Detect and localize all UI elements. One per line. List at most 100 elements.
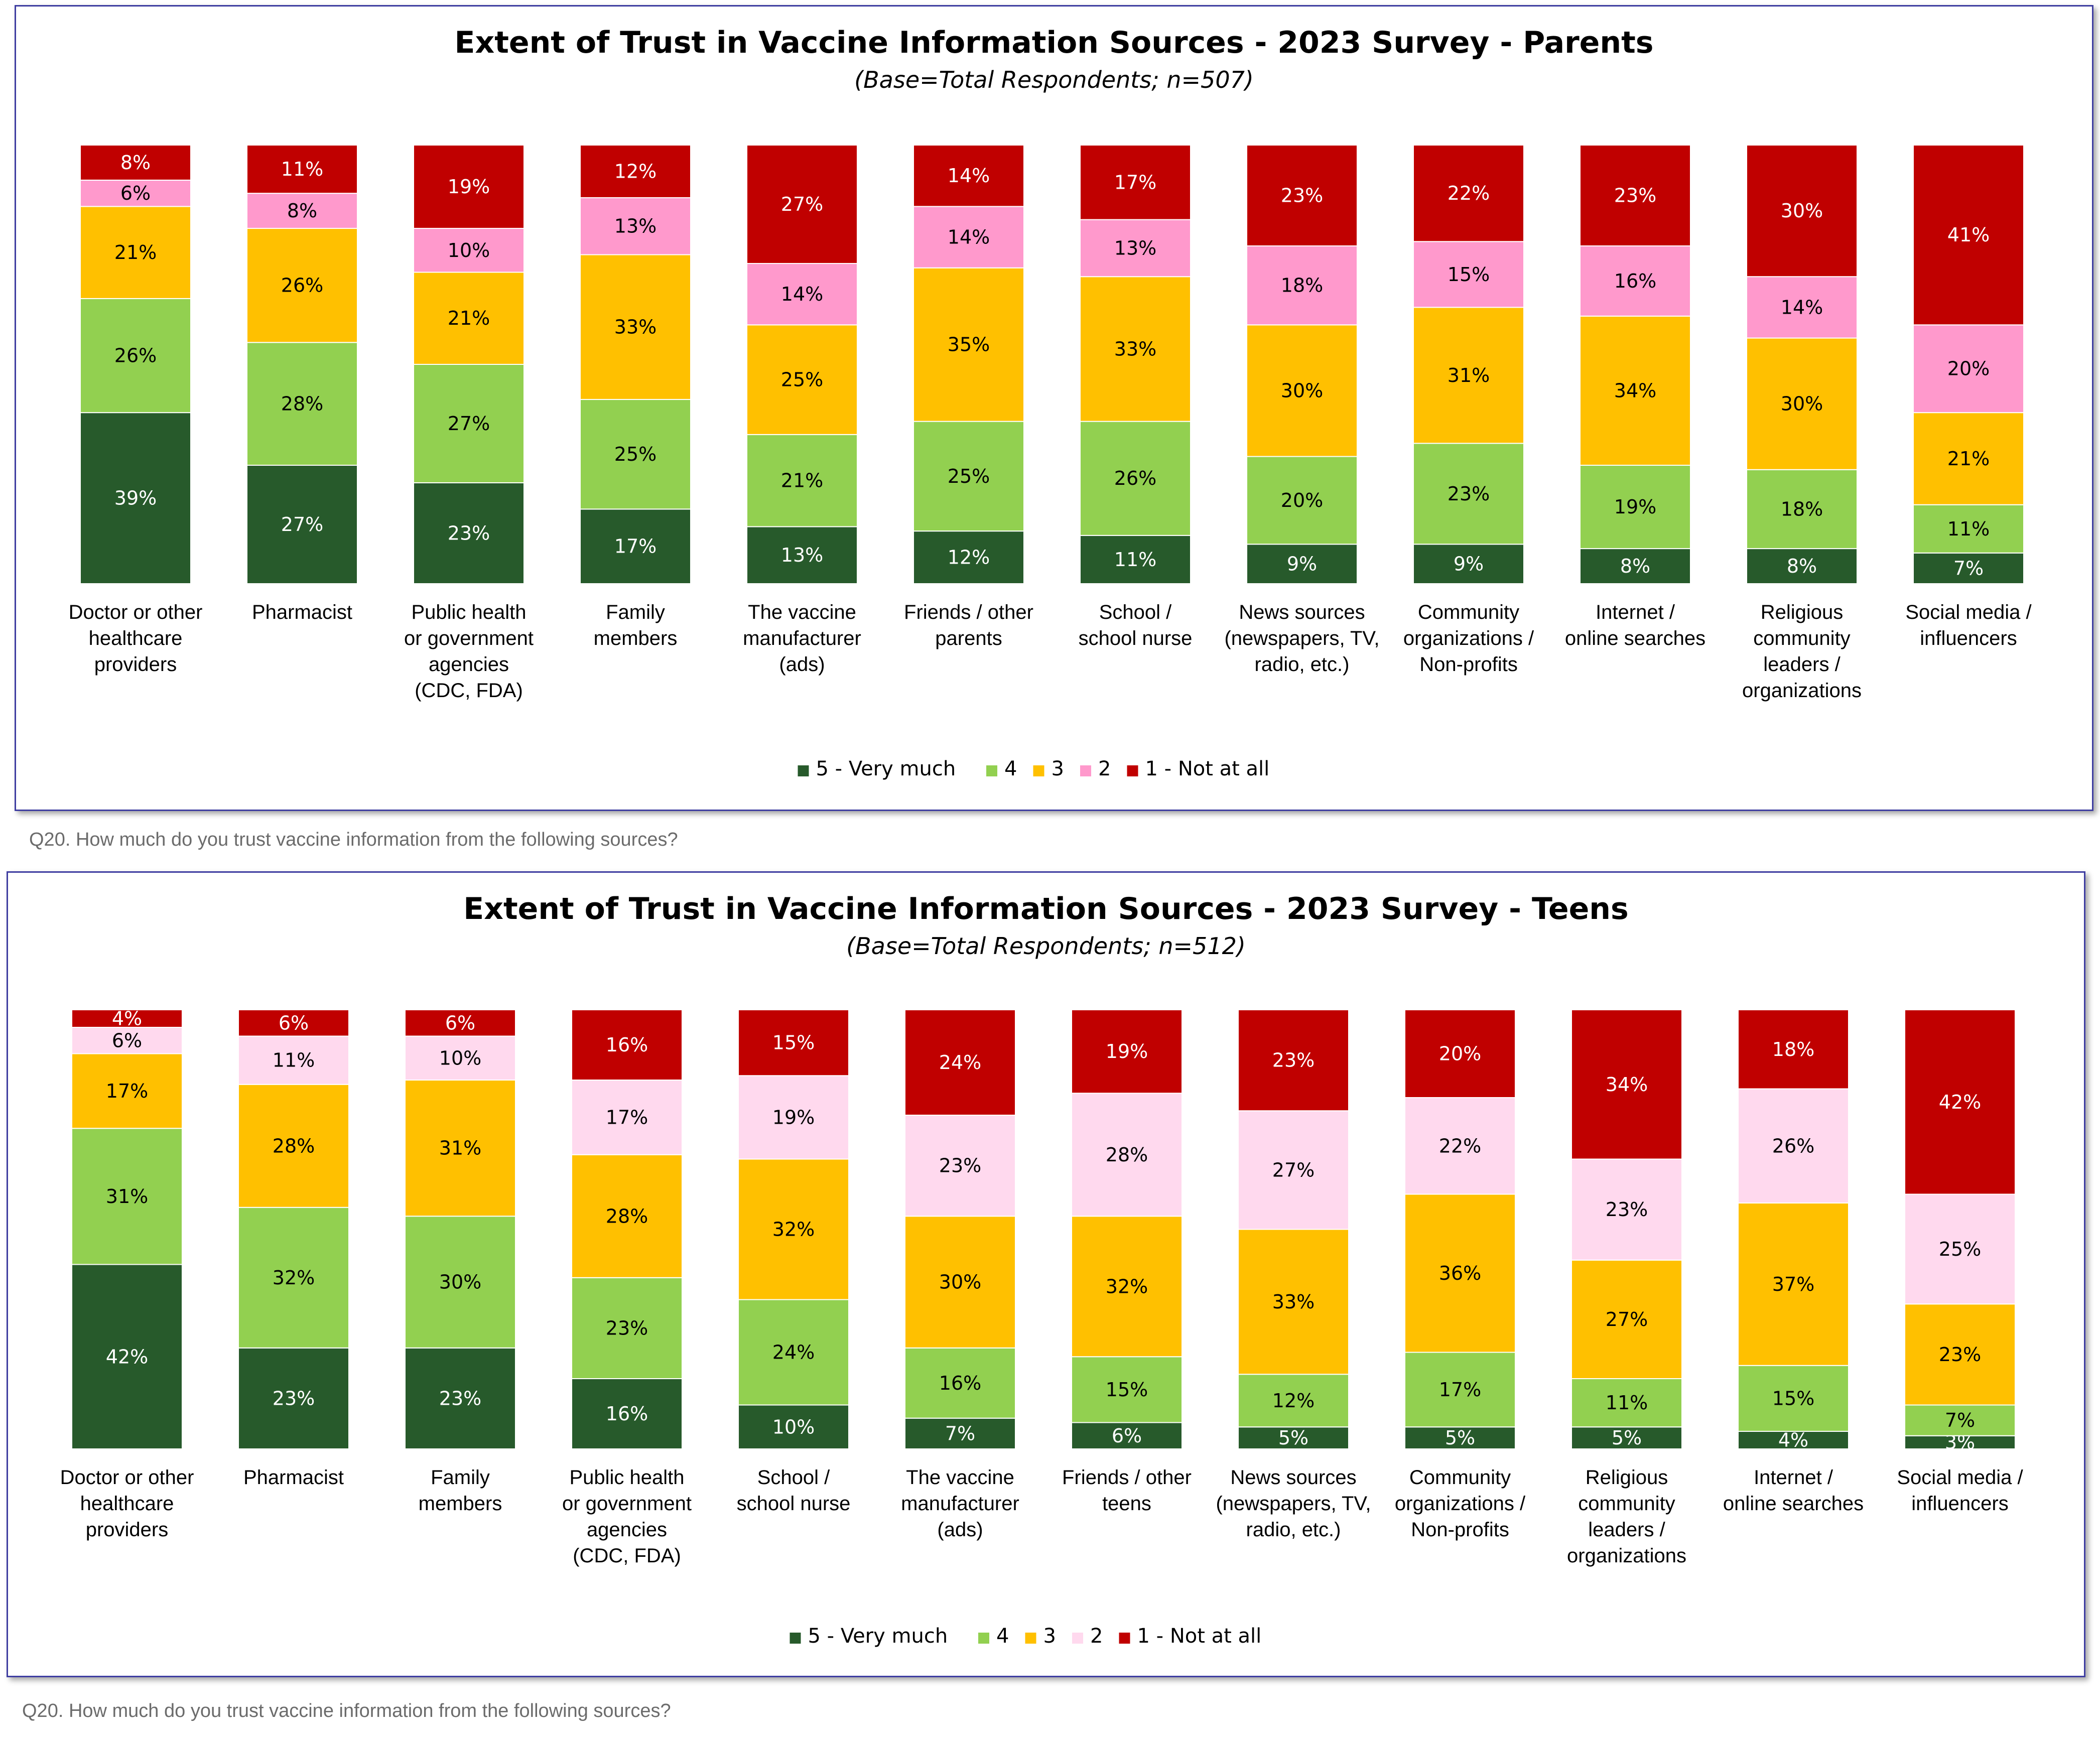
bar-segment	[1571, 1009, 1682, 1160]
bar-segment	[1246, 324, 1358, 457]
data-label: 6%	[445, 1012, 475, 1034]
data-label: 21%	[114, 241, 157, 263]
bar-segment	[904, 1216, 1016, 1349]
legend-label: 5 - Very much	[808, 1625, 948, 1648]
bar-segment	[571, 1378, 683, 1449]
data-label: 26%	[1772, 1135, 1814, 1157]
bar-segment	[1746, 469, 1858, 550]
legend-label: 2	[1098, 757, 1111, 780]
data-label: 5%	[1445, 1427, 1475, 1449]
data-label: 16%	[1614, 270, 1656, 292]
data-label: 8%	[1620, 555, 1650, 577]
data-label: 28%	[273, 1135, 315, 1157]
bar-segment	[1580, 245, 1691, 317]
bar-segment	[1404, 1352, 1516, 1428]
data-label: 11%	[1947, 518, 1990, 540]
data-label: 19%	[1614, 496, 1656, 518]
category-label: Internet / online searches	[1723, 1466, 1864, 1515]
data-label: 42%	[106, 1346, 148, 1368]
legend-swatch	[1119, 1633, 1130, 1644]
bar-segment	[1080, 421, 1191, 536]
legend-swatch	[1033, 765, 1044, 776]
category-label: News sources (newspapers, TV, radio, etc.)	[1224, 601, 1379, 676]
data-label: 17%	[1439, 1379, 1481, 1401]
bar-segment	[246, 228, 358, 343]
data-label: 26%	[281, 275, 323, 297]
bar-segment	[80, 412, 191, 584]
bar-segment	[405, 1216, 516, 1349]
legend-swatch	[1025, 1633, 1036, 1644]
data-label: 27%	[1272, 1159, 1315, 1181]
bar-segment	[413, 364, 524, 483]
bar-segment	[1738, 1202, 1849, 1366]
bar-segment	[1071, 1422, 1183, 1449]
data-label: 12%	[1272, 1390, 1315, 1412]
data-label: 12%	[614, 160, 657, 182]
bar-segment	[1571, 1259, 1682, 1379]
bar-segment	[738, 1158, 849, 1300]
data-label: 16%	[939, 1372, 981, 1394]
data-label: 9%	[1287, 553, 1317, 575]
bar-segment	[238, 1084, 349, 1208]
data-label: 26%	[114, 345, 157, 367]
category-label: Family members	[594, 601, 678, 649]
bar-segment	[1238, 1374, 1349, 1428]
data-label: 21%	[1947, 448, 1990, 470]
parents-legend: 5 - Very much 4 3 2 1 - Not at all	[798, 757, 1269, 780]
bar-segment	[1404, 1097, 1516, 1195]
data-label: 23%	[1606, 1198, 1648, 1221]
data-label: 8%	[120, 152, 151, 174]
data-label: 6%	[279, 1012, 309, 1034]
data-label: 15%	[1772, 1387, 1814, 1409]
data-label: 22%	[1439, 1135, 1481, 1157]
data-label: 23%	[1448, 483, 1490, 505]
bar-segment	[1238, 1110, 1349, 1230]
bar-segment	[1904, 1435, 2016, 1449]
bar-segment	[238, 1347, 349, 1449]
bar-segment	[1913, 145, 2024, 326]
bar-segment	[1580, 145, 1691, 247]
data-label: 28%	[606, 1205, 648, 1227]
bar-segment	[1246, 544, 1358, 584]
data-label: 32%	[1106, 1275, 1148, 1297]
data-label: 37%	[1772, 1273, 1814, 1295]
data-label: 33%	[1114, 338, 1156, 360]
bar-segment	[1580, 465, 1691, 550]
bar-segment	[71, 1009, 183, 1028]
bar-segment	[238, 1009, 349, 1037]
bar-segment	[1413, 544, 1524, 584]
bar-segment	[580, 508, 691, 584]
bar-segment	[1571, 1426, 1682, 1449]
legend-label: 3	[1052, 757, 1064, 780]
category-label: News sources (newspapers, TV, radio, etc.)	[1216, 1466, 1371, 1541]
bar-segment	[238, 1035, 349, 1085]
data-label: 23%	[1939, 1344, 1981, 1366]
data-label: 4%	[1778, 1429, 1808, 1451]
bar-segment	[913, 206, 1024, 269]
bar-segment	[904, 1009, 1016, 1116]
data-label: 19%	[1106, 1040, 1148, 1062]
bar-segment	[1246, 456, 1358, 545]
category-label: Social media / influencers	[1897, 1466, 2023, 1515]
data-label: 30%	[1781, 200, 1823, 222]
data-label: 8%	[287, 200, 317, 222]
data-label: 31%	[1448, 364, 1490, 386]
data-label: 19%	[448, 176, 490, 198]
teens-legend: 5 - Very much 4 3 2 1 - Not at all	[790, 1625, 1262, 1648]
data-label: 5%	[1278, 1427, 1308, 1449]
data-label: 19%	[772, 1106, 815, 1128]
bar-segment	[571, 1277, 683, 1379]
bar-segment	[1413, 241, 1524, 308]
bar-segment	[1746, 337, 1858, 470]
legend-label: 1 - Not at all	[1137, 1625, 1262, 1648]
bar-segment	[1413, 443, 1524, 545]
data-label: 22%	[1448, 182, 1490, 204]
data-label: 23%	[606, 1317, 648, 1339]
teens-chart-panel: Extent of Trust in Vaccine Information S…	[7, 871, 2085, 1677]
legend-label: 5 - Very much	[816, 757, 956, 780]
legend-swatch	[1080, 765, 1091, 776]
data-label: 9%	[1454, 553, 1484, 575]
data-label: 11%	[273, 1049, 315, 1072]
bar-segment	[913, 267, 1024, 422]
bar-segment	[1080, 276, 1191, 422]
